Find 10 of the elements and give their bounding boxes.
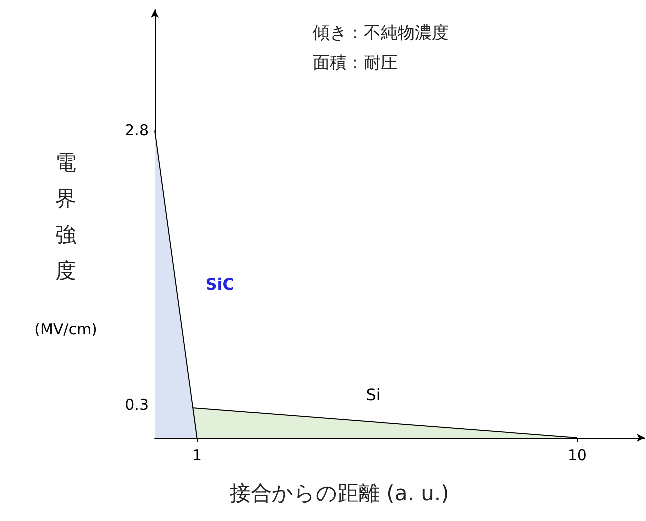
annotation: 面積：耐圧: [313, 54, 398, 74]
series-label: SiC: [206, 274, 234, 294]
text: 電界強度 (MV/cm): [34, 151, 98, 338]
x-axis-title: 接合からの距離 (a. u.): [230, 482, 450, 506]
x-tick-label: 1: [192, 446, 202, 464]
annotation: 傾き：不純物濃度: [313, 24, 449, 44]
series-label: Si: [366, 386, 381, 405]
x-tick-label: 10: [568, 446, 587, 464]
y-tick-label: 2.8: [125, 122, 149, 140]
y-tick-label: 0.3: [125, 396, 149, 414]
